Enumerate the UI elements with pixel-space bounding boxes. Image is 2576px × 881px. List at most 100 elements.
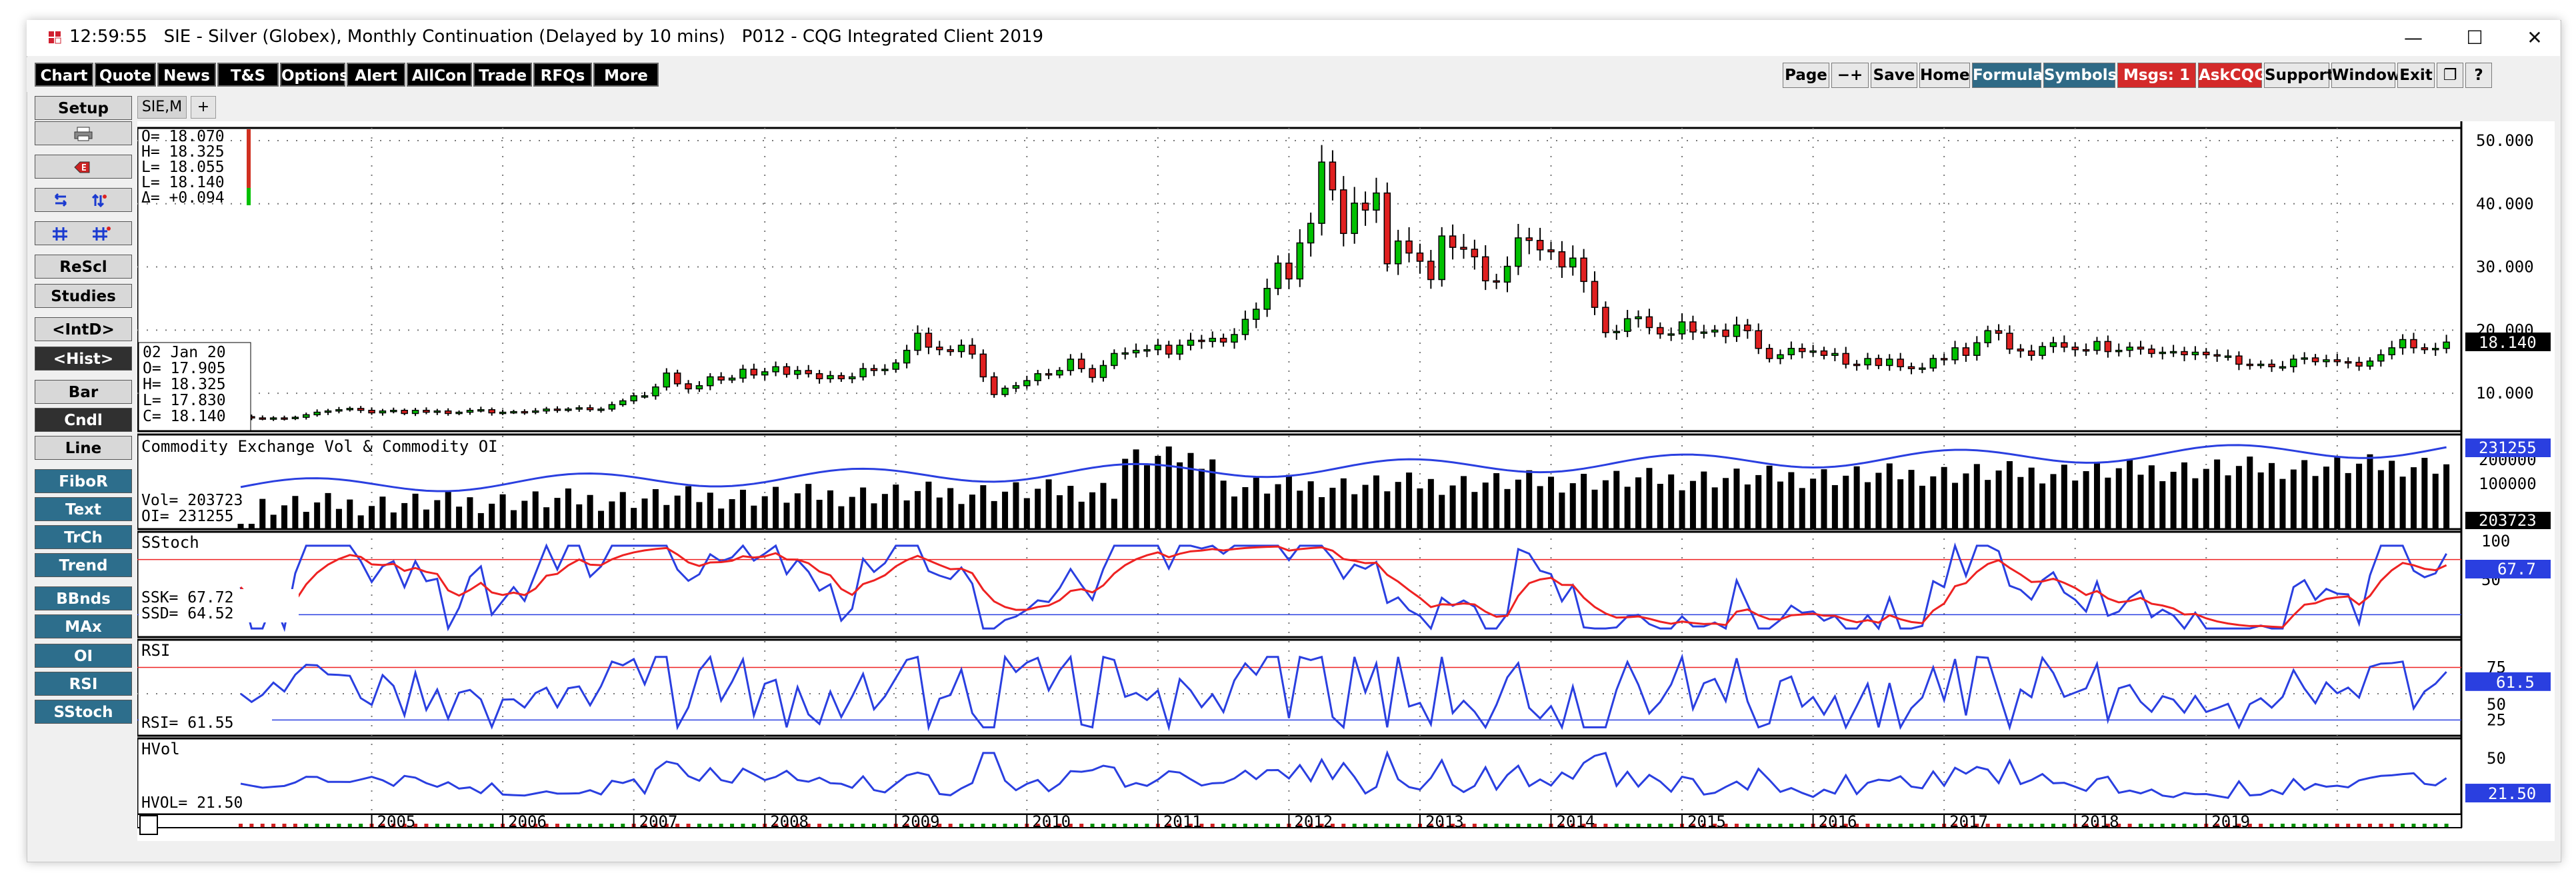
x-axis-label: 2015 [1687,812,1726,831]
menu-right-9-button[interactable]: Window [2331,63,2401,88]
x-axis-month-marker [2247,824,2252,827]
chart-area[interactable]: 50.000 40.000 30.000 20.000 10.000 18.140 O= 1… [136,121,2555,841]
menu-chart-button[interactable]: Chart [35,63,93,87]
tool-rescl-button[interactable]: ReScl [35,255,132,279]
volume-bar [1002,491,1009,529]
tool-hist-button[interactable]: <Hist> [35,347,132,371]
volume-bar [1100,482,1107,529]
candle-body [2431,348,2439,351]
x-axis-month-marker [1527,824,1531,827]
candle-body [1187,339,1195,346]
volume-bar [2399,476,2406,529]
menu-right-8-button[interactable]: Support [2264,63,2334,88]
menu-more-button[interactable]: More [593,63,659,87]
menu-right-11-button[interactable]: ❐ [2437,63,2463,88]
candle-body [827,375,834,380]
candle-body [2213,354,2221,357]
x-axis-month-marker [2302,824,2307,827]
tool-rsi-button[interactable]: RSI [35,672,132,696]
tool-max-button[interactable]: MAx [35,614,132,638]
menu-alert-button[interactable]: Alert [347,63,405,87]
x-axis-month-marker [1571,824,1575,827]
x-axis-month-marker [577,824,581,827]
menu-right-5-button[interactable]: Symbols [2043,63,2117,88]
menu-options-button[interactable]: Options [280,63,349,87]
candle-body [1525,237,1533,241]
tool-bar-button[interactable]: Bar [35,380,132,404]
tool-cndl-button[interactable]: Cndl [35,408,132,432]
candle-body [2039,346,2046,356]
candle-body [1689,321,1697,333]
price-axis-label: 10.000 [2476,384,2534,403]
x-axis-month-marker [1167,824,1171,827]
tool-oi-button[interactable]: OI [35,644,132,668]
candle-body [619,400,627,405]
cursor-icons-button[interactable] [35,188,132,212]
tool-intd-button[interactable]: <IntD> [35,317,132,341]
menu-right-3-button[interactable]: Home [1919,63,1970,88]
ohlc-current-line: L= 18.140 [141,174,225,191]
tool-line-button[interactable]: Line [35,436,132,460]
candle-body [1569,257,1577,268]
candle-body [1842,353,1850,365]
close-button[interactable]: ✕ [2527,27,2543,49]
cursor-data-line: L= 17.830 [143,392,226,409]
menu-trade-button[interactable]: Trade [473,63,532,87]
tool-studies-button[interactable]: Studies [35,284,132,308]
tab-sie-m[interactable]: SIE,M [137,96,187,119]
menu-quote-button[interactable]: Quote [95,63,156,87]
eraser-icon-button[interactable]: E [35,155,132,179]
candle-body [1219,337,1227,343]
tool-bbnds-button[interactable]: BBnds [35,586,132,610]
x-axis-month-marker [566,824,571,827]
menu-rfqs-button[interactable]: RFQs [533,63,592,87]
menu-right-1-button[interactable]: −+ [1831,63,1869,88]
maximize-button[interactable]: ☐ [2466,27,2483,49]
x-axis-month-marker [479,824,483,827]
menu-allcon-button[interactable]: AllCon [407,63,472,87]
menu-right-6-button[interactable]: Msgs: 1 [2117,63,2196,88]
stoch-badge [2465,560,2551,578]
candle-body [1405,240,1413,254]
candle-body [597,409,605,411]
volume-bar [1177,462,1183,529]
tool-sstoch-button[interactable]: SStoch [35,700,132,724]
x-axis-month-marker [413,824,418,827]
menu-right-4-button[interactable]: Formula [1972,63,2043,88]
candle-body [2333,359,2341,363]
volume-bar [893,484,899,529]
candle-body [2049,342,2057,347]
menu-ts-button[interactable]: T&S [217,63,279,87]
volume-bar [2225,475,2231,529]
x-axis-month-marker [1920,824,1925,827]
volume-bar [1285,474,1292,529]
x-axis-month-marker [2182,824,2187,827]
printer-icon-button[interactable] [35,121,132,145]
volume-bar [805,484,812,529]
tool-trch-button[interactable]: TrCh [35,525,132,549]
menu-right-0-button[interactable]: Page [1783,63,1829,88]
candle-body [1777,354,1784,359]
volume-bar [2312,476,2319,529]
x-axis-month-marker [402,824,407,827]
menu-news-button[interactable]: News [157,63,216,87]
candle-body [914,333,921,351]
add-tab-button[interactable]: + [191,96,216,119]
minimize-button[interactable]: — [2404,27,2423,49]
tool-setup-button[interactable]: Setup [35,96,132,120]
crosshair-icons-button[interactable] [35,221,132,245]
menu-right-10-button[interactable]: Exit [2397,63,2435,88]
cursor-data-line: 02 Jan 20 [143,344,226,361]
x-axis-month-marker [1658,824,1663,827]
candle-body [892,362,900,370]
menu-right-7-button[interactable]: AskCQG [2198,63,2267,88]
menu-right-12-button[interactable]: ? [2465,63,2492,88]
x-axis-month-marker [1614,824,1619,827]
menu-right-2-button[interactable]: Save [1871,63,1917,88]
tool-trend-button[interactable]: Trend [35,553,132,577]
tool-text-button[interactable]: Text [35,497,132,521]
stoch-badge-text: 67.7 [2497,560,2536,578]
candle-body [2301,357,2308,360]
tool-fibor-button[interactable]: FiboR [35,469,132,493]
